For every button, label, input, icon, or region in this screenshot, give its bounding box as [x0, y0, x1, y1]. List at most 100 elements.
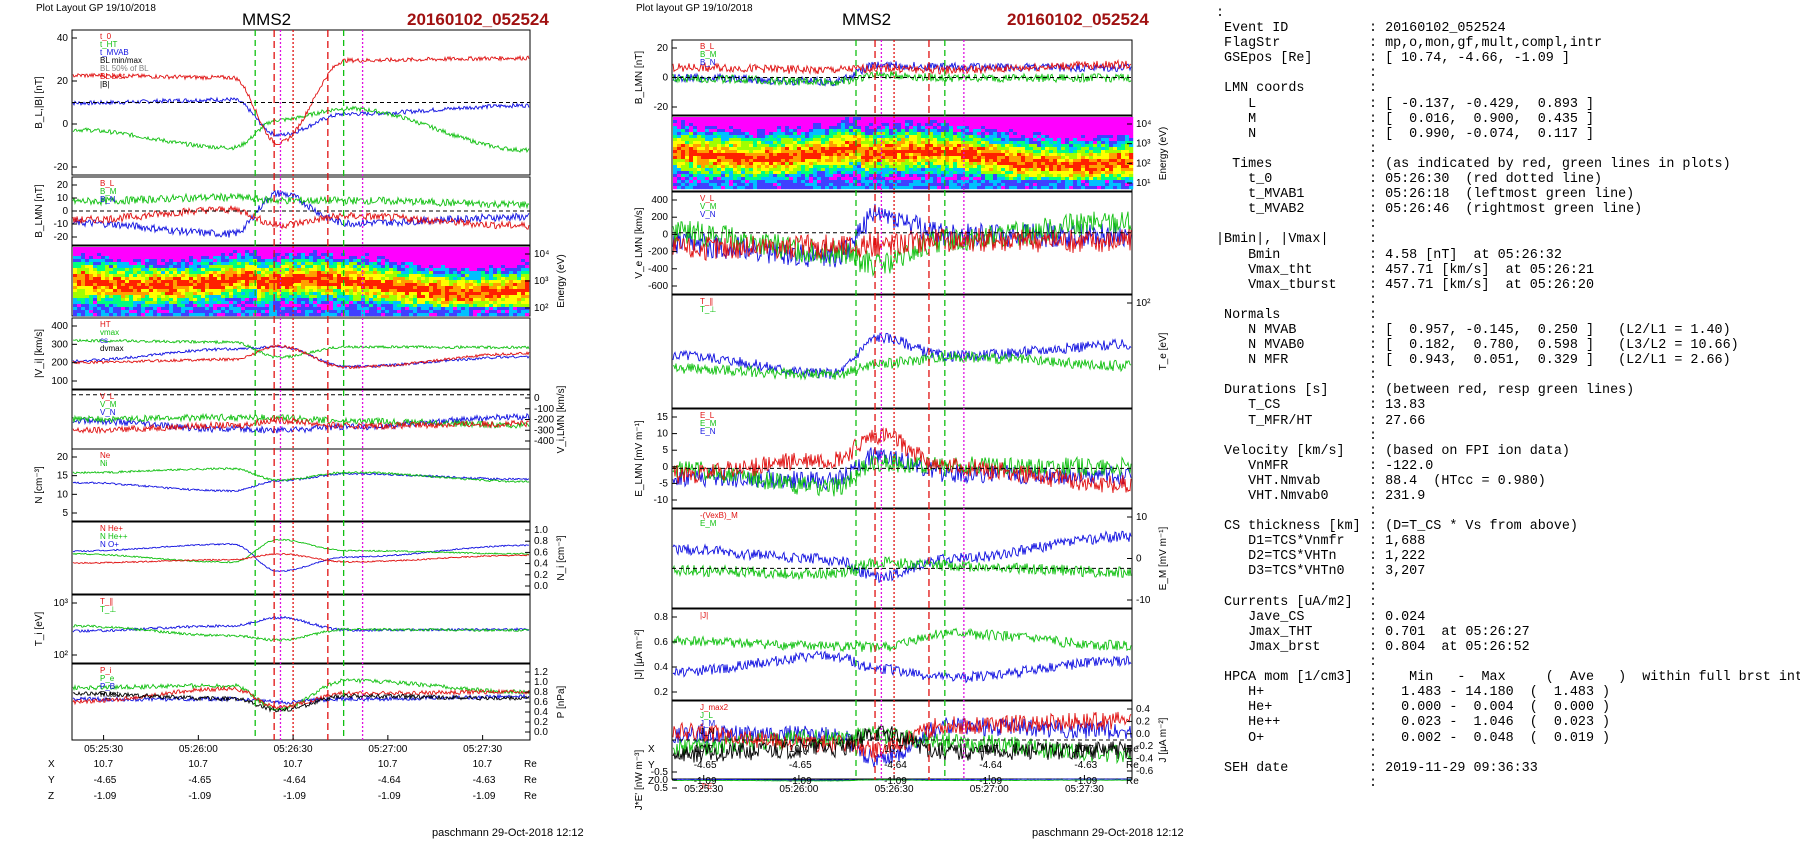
spectrogram-cell [153, 268, 158, 272]
spectrogram-cell [509, 298, 514, 302]
spectrogram-cell [465, 253, 470, 257]
spectrogram-cell [965, 150, 970, 154]
spectrogram-cell [421, 298, 426, 302]
y-tick-label: 400 [51, 321, 68, 332]
spectrogram-cell [197, 253, 202, 257]
spectrogram-cell [913, 156, 918, 160]
spectrogram-cell [873, 180, 878, 184]
spectrogram-cell [313, 292, 318, 296]
spectrogram-cell [969, 141, 974, 145]
spectrogram-cell [417, 283, 422, 287]
spectrogram-cell [329, 292, 334, 296]
spectrogram-cell [301, 268, 306, 272]
spectrogram-cell [921, 138, 926, 142]
spectrogram-cell [1017, 159, 1022, 163]
spectrogram-cell [417, 289, 422, 293]
spectrogram-cell [773, 168, 778, 172]
spectrogram-cell [457, 295, 462, 299]
spectrogram-cell [729, 147, 734, 151]
spectrogram-cell [521, 295, 526, 299]
spectrogram-cell [481, 277, 486, 281]
spectrogram-cell [777, 183, 782, 187]
spectrogram-cell [853, 174, 858, 178]
spectrogram-cell [353, 295, 358, 299]
spectrogram-cell [401, 286, 406, 290]
spectrogram-cell [781, 141, 786, 145]
spectrogram-cell [89, 256, 94, 260]
spectrogram-cell [997, 186, 1002, 190]
spectrogram-cell [373, 298, 378, 302]
spectrogram-cell [81, 280, 86, 284]
spectrogram-cell [973, 132, 978, 136]
spectrogram-cell [509, 310, 514, 314]
spectrogram-cell [929, 162, 934, 166]
spectrogram-cell [441, 271, 446, 275]
spectrogram-cell [981, 120, 986, 124]
spectrogram-cell [209, 253, 214, 257]
spectrogram-cell [673, 153, 678, 157]
spectrogram-cell [397, 271, 402, 275]
spectrogram-cell [285, 310, 290, 314]
spectrogram-cell [121, 256, 126, 260]
spectrogram-cell [441, 292, 446, 296]
spectrogram-cell [225, 277, 230, 281]
spectrogram-cell [385, 313, 390, 317]
spectrogram-cell [129, 301, 134, 305]
spectrogram-cell [981, 123, 986, 127]
spectrogram-cell [889, 162, 894, 166]
spectrogram-cell [753, 180, 758, 184]
spectrogram-cell [757, 171, 762, 175]
spectrogram-cell [289, 286, 294, 290]
spectrogram-cell [297, 304, 302, 308]
spectrogram-cell [197, 283, 202, 287]
spectrogram-cell [261, 262, 266, 266]
spectrogram-cell [177, 289, 182, 293]
spectrogram-cell [221, 253, 226, 257]
spectrogram-cell [1005, 117, 1010, 121]
spectrogram-cell [141, 265, 146, 269]
spectrogram-cell [265, 271, 270, 275]
spectrogram-cell [349, 271, 354, 275]
spectrogram-cell [773, 126, 778, 130]
spectrogram-cell [457, 259, 462, 263]
spectrogram-cell [469, 310, 474, 314]
spectrogram-cell [885, 117, 890, 121]
spectrogram-cell [721, 156, 726, 160]
spectrogram-cell [693, 117, 698, 121]
spectrogram-cell [1025, 120, 1030, 124]
spectrogram-cell [965, 183, 970, 187]
spectrogram-cell [797, 168, 802, 172]
spectrogram-cell [93, 256, 98, 260]
spectrogram-cell [481, 274, 486, 278]
spectrogram-cell [233, 283, 238, 287]
spectrogram-cell [949, 159, 954, 163]
spectrogram-cell [773, 141, 778, 145]
spectrogram-cell [297, 280, 302, 284]
spectrogram-cell [973, 138, 978, 142]
spectrogram-cell [313, 307, 318, 311]
panel-frame [71, 521, 531, 595]
spectrogram-cell [697, 162, 702, 166]
spectrogram-cell [337, 292, 342, 296]
spectrogram-cell [965, 153, 970, 157]
spectrogram-cell [749, 180, 754, 184]
spectrogram-cell [1021, 117, 1026, 121]
spectrogram-cell [777, 171, 782, 175]
spectrogram-cell [409, 280, 414, 284]
spectrogram-cell [889, 177, 894, 181]
spectrogram-cell [985, 183, 990, 187]
spectrogram-cell [253, 265, 258, 269]
spectrogram-cell [157, 301, 162, 305]
spectrogram-cell [681, 150, 686, 154]
spectrogram-cell [789, 171, 794, 175]
spectrogram-cell [789, 126, 794, 130]
spectrogram-cell [1009, 183, 1014, 187]
spectrogram-cell [997, 123, 1002, 127]
spectrogram-cell [869, 171, 874, 175]
spectrogram-cell [825, 141, 830, 145]
spectrogram-cell [261, 286, 266, 290]
spectrogram-cell [885, 147, 890, 151]
spectrogram-cell [169, 259, 174, 263]
spectrogram-cell [453, 310, 458, 314]
spectrogram-cell [921, 126, 926, 130]
